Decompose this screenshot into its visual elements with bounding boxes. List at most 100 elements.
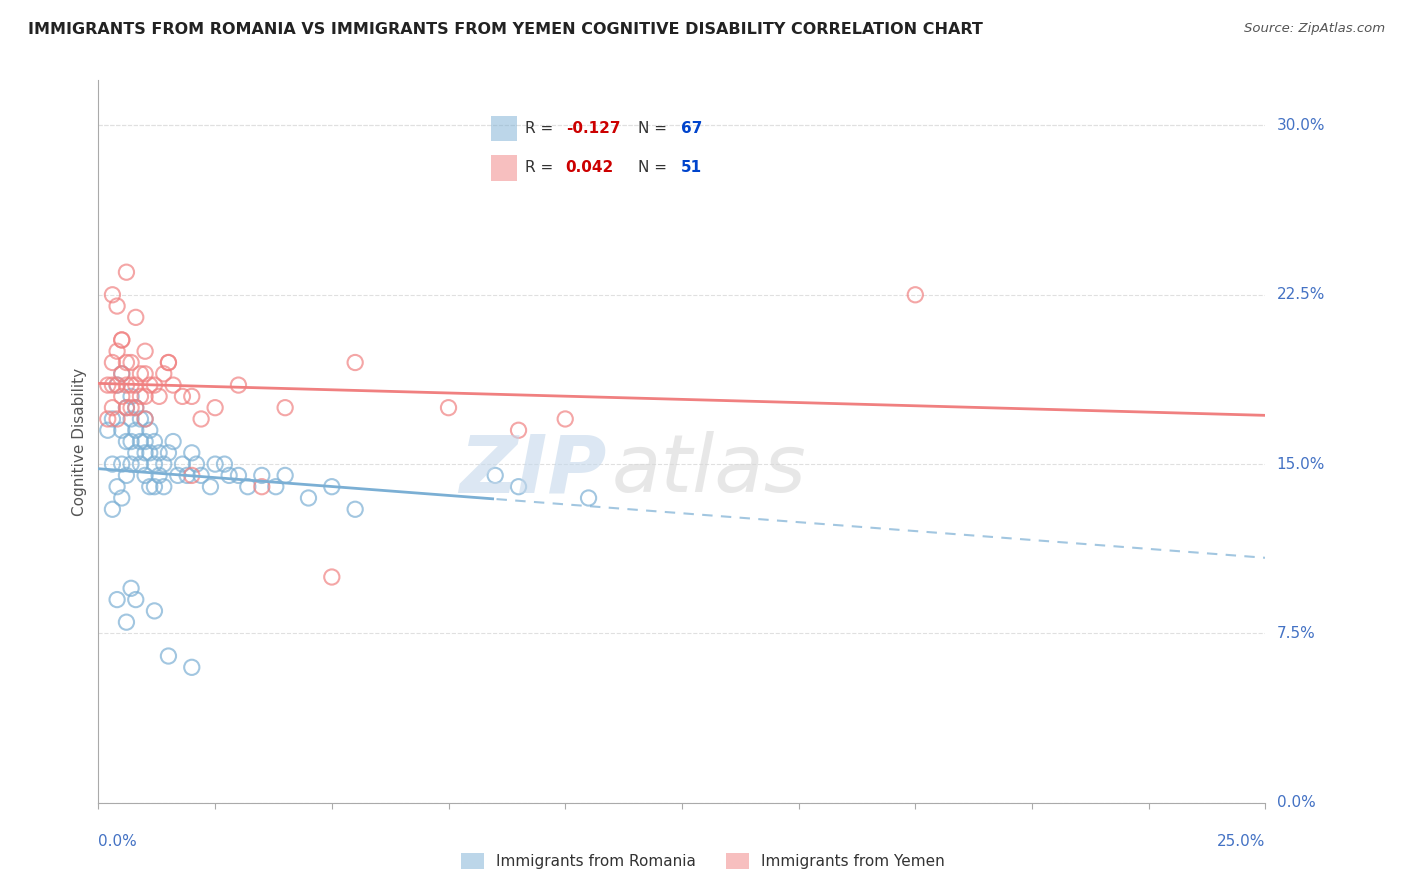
Point [105, 480, 128, 494]
Point [129, 367, 152, 381]
Point [134, 344, 156, 359]
Point [105, 412, 128, 426]
Text: 0.0%: 0.0% [98, 834, 138, 849]
Point [120, 389, 142, 403]
Point [105, 378, 128, 392]
Point [125, 401, 148, 415]
Point [111, 367, 134, 381]
Point [157, 446, 180, 460]
Point [115, 265, 138, 279]
Point [143, 604, 166, 618]
Point [162, 378, 184, 392]
Point [204, 401, 226, 415]
Point [180, 389, 202, 403]
Point [904, 287, 927, 301]
Point [125, 310, 148, 325]
Point [129, 389, 152, 403]
Point [148, 389, 170, 403]
Point [120, 378, 142, 392]
Point [129, 457, 152, 471]
Point [484, 468, 506, 483]
Point [180, 446, 202, 460]
Point [101, 355, 124, 369]
Point [554, 412, 576, 426]
Point [508, 423, 530, 437]
Point [139, 423, 162, 437]
Point [134, 434, 156, 449]
Text: 15.0%: 15.0% [1277, 457, 1324, 472]
Point [157, 355, 180, 369]
Point [97, 423, 120, 437]
Point [274, 468, 297, 483]
Point [218, 468, 240, 483]
Text: 0.0%: 0.0% [1277, 796, 1315, 810]
Point [105, 344, 128, 359]
Text: 25.0%: 25.0% [1218, 834, 1265, 849]
Point [115, 355, 138, 369]
Point [143, 457, 166, 471]
Point [120, 355, 142, 369]
Point [97, 378, 120, 392]
Point [190, 412, 212, 426]
Point [162, 434, 184, 449]
Point [157, 648, 180, 663]
Point [157, 355, 180, 369]
Point [115, 401, 138, 415]
Point [344, 355, 367, 369]
Point [120, 434, 142, 449]
Point [166, 468, 188, 483]
Point [148, 468, 170, 483]
Point [134, 412, 156, 426]
Point [111, 389, 134, 403]
Point [111, 457, 134, 471]
Point [115, 615, 138, 630]
Point [101, 412, 124, 426]
Point [152, 367, 174, 381]
Point [111, 491, 134, 505]
Point [105, 299, 128, 313]
Point [111, 333, 134, 347]
Point [134, 412, 156, 426]
Text: 7.5%: 7.5% [1277, 626, 1315, 641]
Point [228, 468, 250, 483]
Point [115, 434, 138, 449]
Point [250, 480, 273, 494]
Point [143, 378, 166, 392]
Point [344, 502, 367, 516]
Point [152, 480, 174, 494]
Point [125, 423, 148, 437]
Point [148, 446, 170, 460]
Point [176, 468, 198, 483]
Point [143, 480, 166, 494]
Point [125, 446, 148, 460]
Point [97, 412, 120, 426]
Point [172, 389, 194, 403]
Point [129, 412, 152, 426]
Point [125, 378, 148, 392]
Point [125, 401, 148, 415]
Point [297, 491, 319, 505]
Text: atlas: atlas [612, 432, 807, 509]
Point [264, 480, 287, 494]
Point [214, 457, 236, 471]
Point [186, 457, 208, 471]
Point [134, 389, 156, 403]
Text: 30.0%: 30.0% [1277, 118, 1324, 133]
Text: IMMIGRANTS FROM ROMANIA VS IMMIGRANTS FROM YEMEN COGNITIVE DISABILITY CORRELATIO: IMMIGRANTS FROM ROMANIA VS IMMIGRANTS FR… [28, 22, 983, 37]
Point [120, 582, 142, 596]
Y-axis label: Cognitive Disability: Cognitive Disability [72, 368, 87, 516]
Point [139, 378, 162, 392]
Point [101, 287, 124, 301]
Point [321, 570, 343, 584]
Point [172, 457, 194, 471]
Legend: Immigrants from Romania, Immigrants from Yemen: Immigrants from Romania, Immigrants from… [454, 847, 952, 875]
Point [139, 480, 162, 494]
Point [101, 502, 124, 516]
Point [274, 401, 297, 415]
Point [228, 378, 250, 392]
Point [143, 434, 166, 449]
Point [111, 423, 134, 437]
Point [190, 468, 212, 483]
Point [134, 367, 156, 381]
Point [120, 457, 142, 471]
